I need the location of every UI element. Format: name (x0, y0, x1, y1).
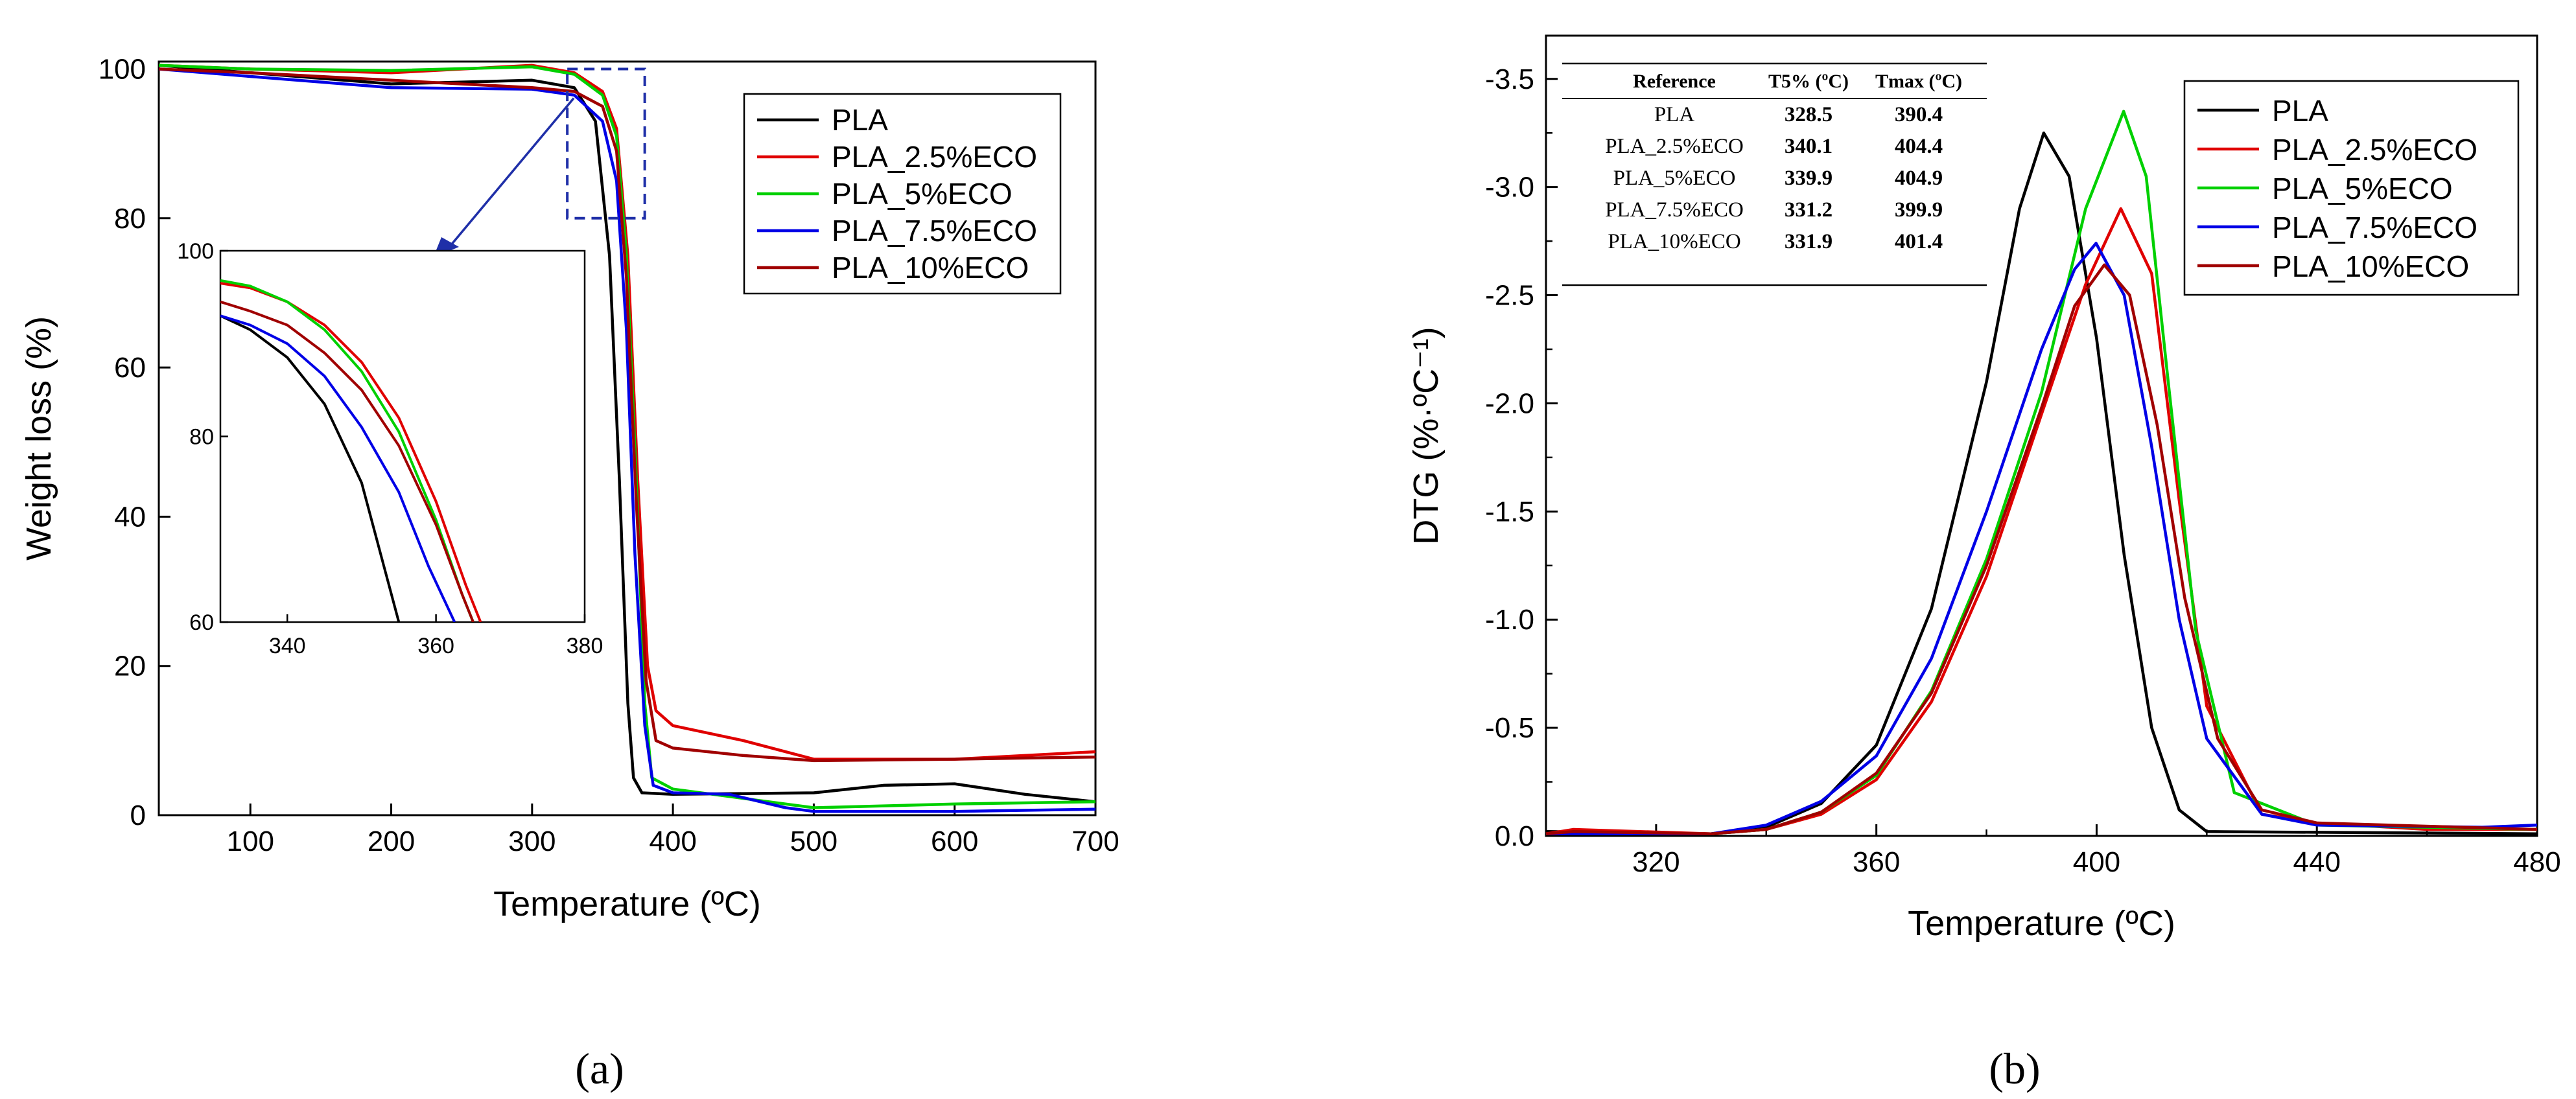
y-tick-label: -2.0 (1485, 388, 1534, 419)
inset-series-line (220, 314, 401, 622)
y-tick-label: 0 (130, 800, 146, 831)
y-tick-label: -0.5 (1485, 712, 1534, 744)
table-cell: 340.1 (1785, 135, 1832, 158)
table-cell: 390.4 (1895, 103, 1943, 126)
table-cell: 328.5 (1785, 103, 1832, 126)
legend-label: PLA (832, 103, 888, 137)
y-axis-label: DTG (%·ºC⁻¹) (1407, 327, 1446, 544)
inset-series-line (220, 314, 456, 622)
table-cell: PLA_10%ECO (1608, 230, 1740, 253)
table-cell: 331.2 (1785, 198, 1832, 222)
zoom-arrow-line (446, 97, 575, 251)
table-cell: PLA_7.5%ECO (1605, 198, 1744, 222)
table-cell: PLA_2.5%ECO (1605, 135, 1744, 158)
table-header: T5% (ºC) (1768, 71, 1849, 92)
legend-label: PLA_5%ECO (832, 177, 1013, 211)
x-tick-label: 400 (649, 826, 696, 857)
y-tick-label: -1.5 (1485, 496, 1534, 527)
legend-label: PLA_7.5%ECO (2272, 211, 2477, 244)
y-tick-label: 20 (114, 651, 146, 682)
x-tick-label: 400 (2073, 846, 2120, 878)
x-tick-label: 500 (790, 826, 837, 857)
x-axis-label: Temperature (ºC) (1908, 904, 2175, 943)
inset-x-tick-label: 380 (567, 634, 603, 658)
zoom-highlight-box (566, 67, 646, 220)
x-tick-label: 100 (227, 826, 274, 857)
table-header: Tmax (ºC) (1875, 71, 1962, 92)
x-tick-label: 440 (2293, 846, 2341, 878)
caption-a: (a) (575, 1044, 624, 1093)
table-cell: 399.9 (1895, 198, 1943, 222)
y-tick-label: -2.5 (1485, 280, 1534, 312)
legend-label: PLA_10%ECO (2272, 249, 2469, 283)
inset-x-tick-label: 360 (417, 634, 454, 658)
legend-label: PLA (2272, 94, 2328, 128)
table-cell: PLA (1654, 103, 1695, 126)
x-tick-label: 600 (931, 826, 978, 857)
legend-label: PLA_2.5%ECO (832, 140, 1037, 174)
inset-y-tick-label: 80 (189, 425, 214, 450)
inset-frame (219, 249, 586, 623)
inset-y-tick-label: 100 (177, 239, 214, 264)
plot-frame (158, 60, 1097, 816)
x-tick-label: 300 (508, 826, 556, 857)
x-tick-label: 480 (2513, 846, 2560, 878)
inset-series-line (220, 300, 474, 622)
y-tick-label: 60 (114, 352, 146, 384)
series-line (1545, 131, 2538, 835)
series-line (1546, 242, 2538, 835)
plot-frame (1545, 34, 2538, 837)
table-cell: 404.9 (1895, 167, 1943, 190)
series-line (158, 67, 1096, 813)
x-axis-label: Temperature (ºC) (493, 885, 761, 923)
y-tick-label: 0.0 (1495, 820, 1534, 852)
y-tick-label: 40 (114, 501, 146, 533)
table-cell: 339.9 (1785, 167, 1832, 190)
series-line (158, 64, 1096, 804)
table-header: Reference (1633, 71, 1716, 92)
table-cell: 401.4 (1895, 230, 1943, 253)
x-tick-label: 200 (368, 826, 415, 857)
legend-label: PLA_5%ECO (2272, 172, 2453, 205)
inset-x-tick-label: 340 (269, 634, 306, 658)
series-line (1545, 263, 2538, 835)
x-tick-label: 700 (1071, 826, 1119, 857)
x-tick-label: 320 (1632, 846, 1680, 878)
inset-y-tick-label: 60 (189, 610, 214, 635)
table-cell: 331.9 (1785, 230, 1832, 253)
y-tick-label: -1.0 (1485, 604, 1534, 636)
y-tick-label: -3.0 (1485, 172, 1534, 203)
y-tick-label: 80 (114, 203, 146, 235)
series-line (158, 67, 1096, 763)
legend-label: PLA_10%ECO (832, 251, 1029, 284)
y-axis-label: Weight loss (%) (19, 316, 58, 561)
y-tick-label: -3.5 (1485, 64, 1534, 95)
table-cell: 404.4 (1895, 135, 1943, 158)
panel-a-chart: 100 200 300 400 500 600 700 0 20 40 60 80 100 Tempera… (19, 54, 1119, 923)
legend-label: PLA_7.5%ECO (832, 214, 1037, 248)
panel-b-chart: 320 360 400 440 480 0.0 -0.5 -1.0 -1.5 -2.0 -2.5 -3… (1407, 34, 2561, 943)
x-tick-label: 360 (1853, 846, 1900, 878)
y-tick-label: 100 (99, 54, 146, 86)
legend-label: PLA_2.5%ECO (2272, 133, 2477, 167)
caption-b: (b) (1989, 1044, 2040, 1093)
table-cell: PLA_5%ECO (1613, 167, 1736, 190)
